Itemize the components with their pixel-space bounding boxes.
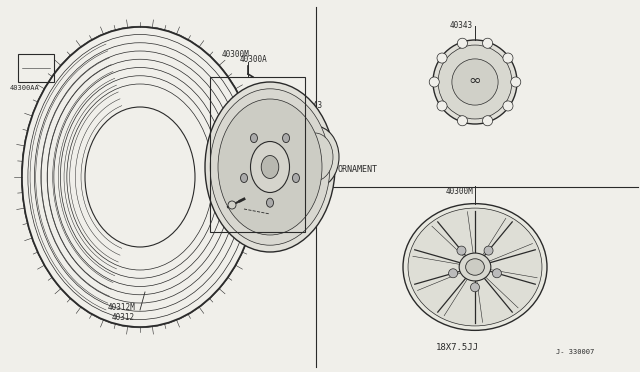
Text: ∞: ∞ bbox=[468, 73, 481, 87]
Text: 18X7.5JJ: 18X7.5JJ bbox=[436, 343, 479, 352]
Text: 40343: 40343 bbox=[450, 21, 473, 30]
Circle shape bbox=[228, 201, 236, 209]
Circle shape bbox=[437, 53, 447, 63]
Text: 40300M: 40300M bbox=[222, 50, 250, 59]
Text: J- 330007: J- 330007 bbox=[556, 349, 595, 355]
Circle shape bbox=[470, 283, 479, 292]
Circle shape bbox=[433, 40, 517, 124]
Ellipse shape bbox=[459, 253, 491, 281]
Ellipse shape bbox=[210, 89, 330, 245]
Text: 40343: 40343 bbox=[300, 101, 323, 110]
Text: 40300A: 40300A bbox=[240, 55, 268, 64]
Text: 40300AA: 40300AA bbox=[10, 85, 40, 91]
Ellipse shape bbox=[466, 259, 484, 275]
Ellipse shape bbox=[292, 173, 300, 183]
Circle shape bbox=[458, 38, 467, 48]
Ellipse shape bbox=[403, 203, 547, 330]
Ellipse shape bbox=[266, 198, 273, 207]
Text: ORNAMENT: ORNAMENT bbox=[338, 165, 378, 174]
Ellipse shape bbox=[205, 82, 335, 252]
Text: 40224: 40224 bbox=[268, 212, 291, 221]
Text: 40311: 40311 bbox=[220, 211, 243, 220]
Circle shape bbox=[483, 38, 493, 48]
Ellipse shape bbox=[250, 141, 289, 192]
Circle shape bbox=[503, 53, 513, 63]
Ellipse shape bbox=[297, 133, 333, 181]
Text: 40312: 40312 bbox=[112, 313, 135, 322]
Ellipse shape bbox=[261, 155, 279, 179]
Circle shape bbox=[484, 246, 493, 255]
Circle shape bbox=[503, 101, 513, 111]
Ellipse shape bbox=[408, 208, 542, 326]
Circle shape bbox=[429, 77, 439, 87]
Circle shape bbox=[452, 59, 498, 105]
Circle shape bbox=[437, 101, 447, 111]
Ellipse shape bbox=[291, 126, 339, 188]
Circle shape bbox=[458, 116, 467, 126]
Ellipse shape bbox=[282, 134, 289, 142]
Ellipse shape bbox=[85, 107, 195, 247]
Circle shape bbox=[449, 269, 458, 278]
Circle shape bbox=[511, 77, 521, 87]
Ellipse shape bbox=[218, 99, 322, 235]
Bar bbox=[210, 77, 305, 232]
Circle shape bbox=[438, 45, 512, 119]
Circle shape bbox=[457, 246, 466, 255]
Ellipse shape bbox=[250, 134, 257, 142]
Text: 40300M: 40300M bbox=[446, 187, 474, 196]
Ellipse shape bbox=[241, 173, 248, 183]
Bar bbox=[18, 54, 54, 82]
Circle shape bbox=[492, 269, 501, 278]
Circle shape bbox=[483, 116, 493, 126]
Text: 40312M: 40312M bbox=[108, 303, 136, 312]
